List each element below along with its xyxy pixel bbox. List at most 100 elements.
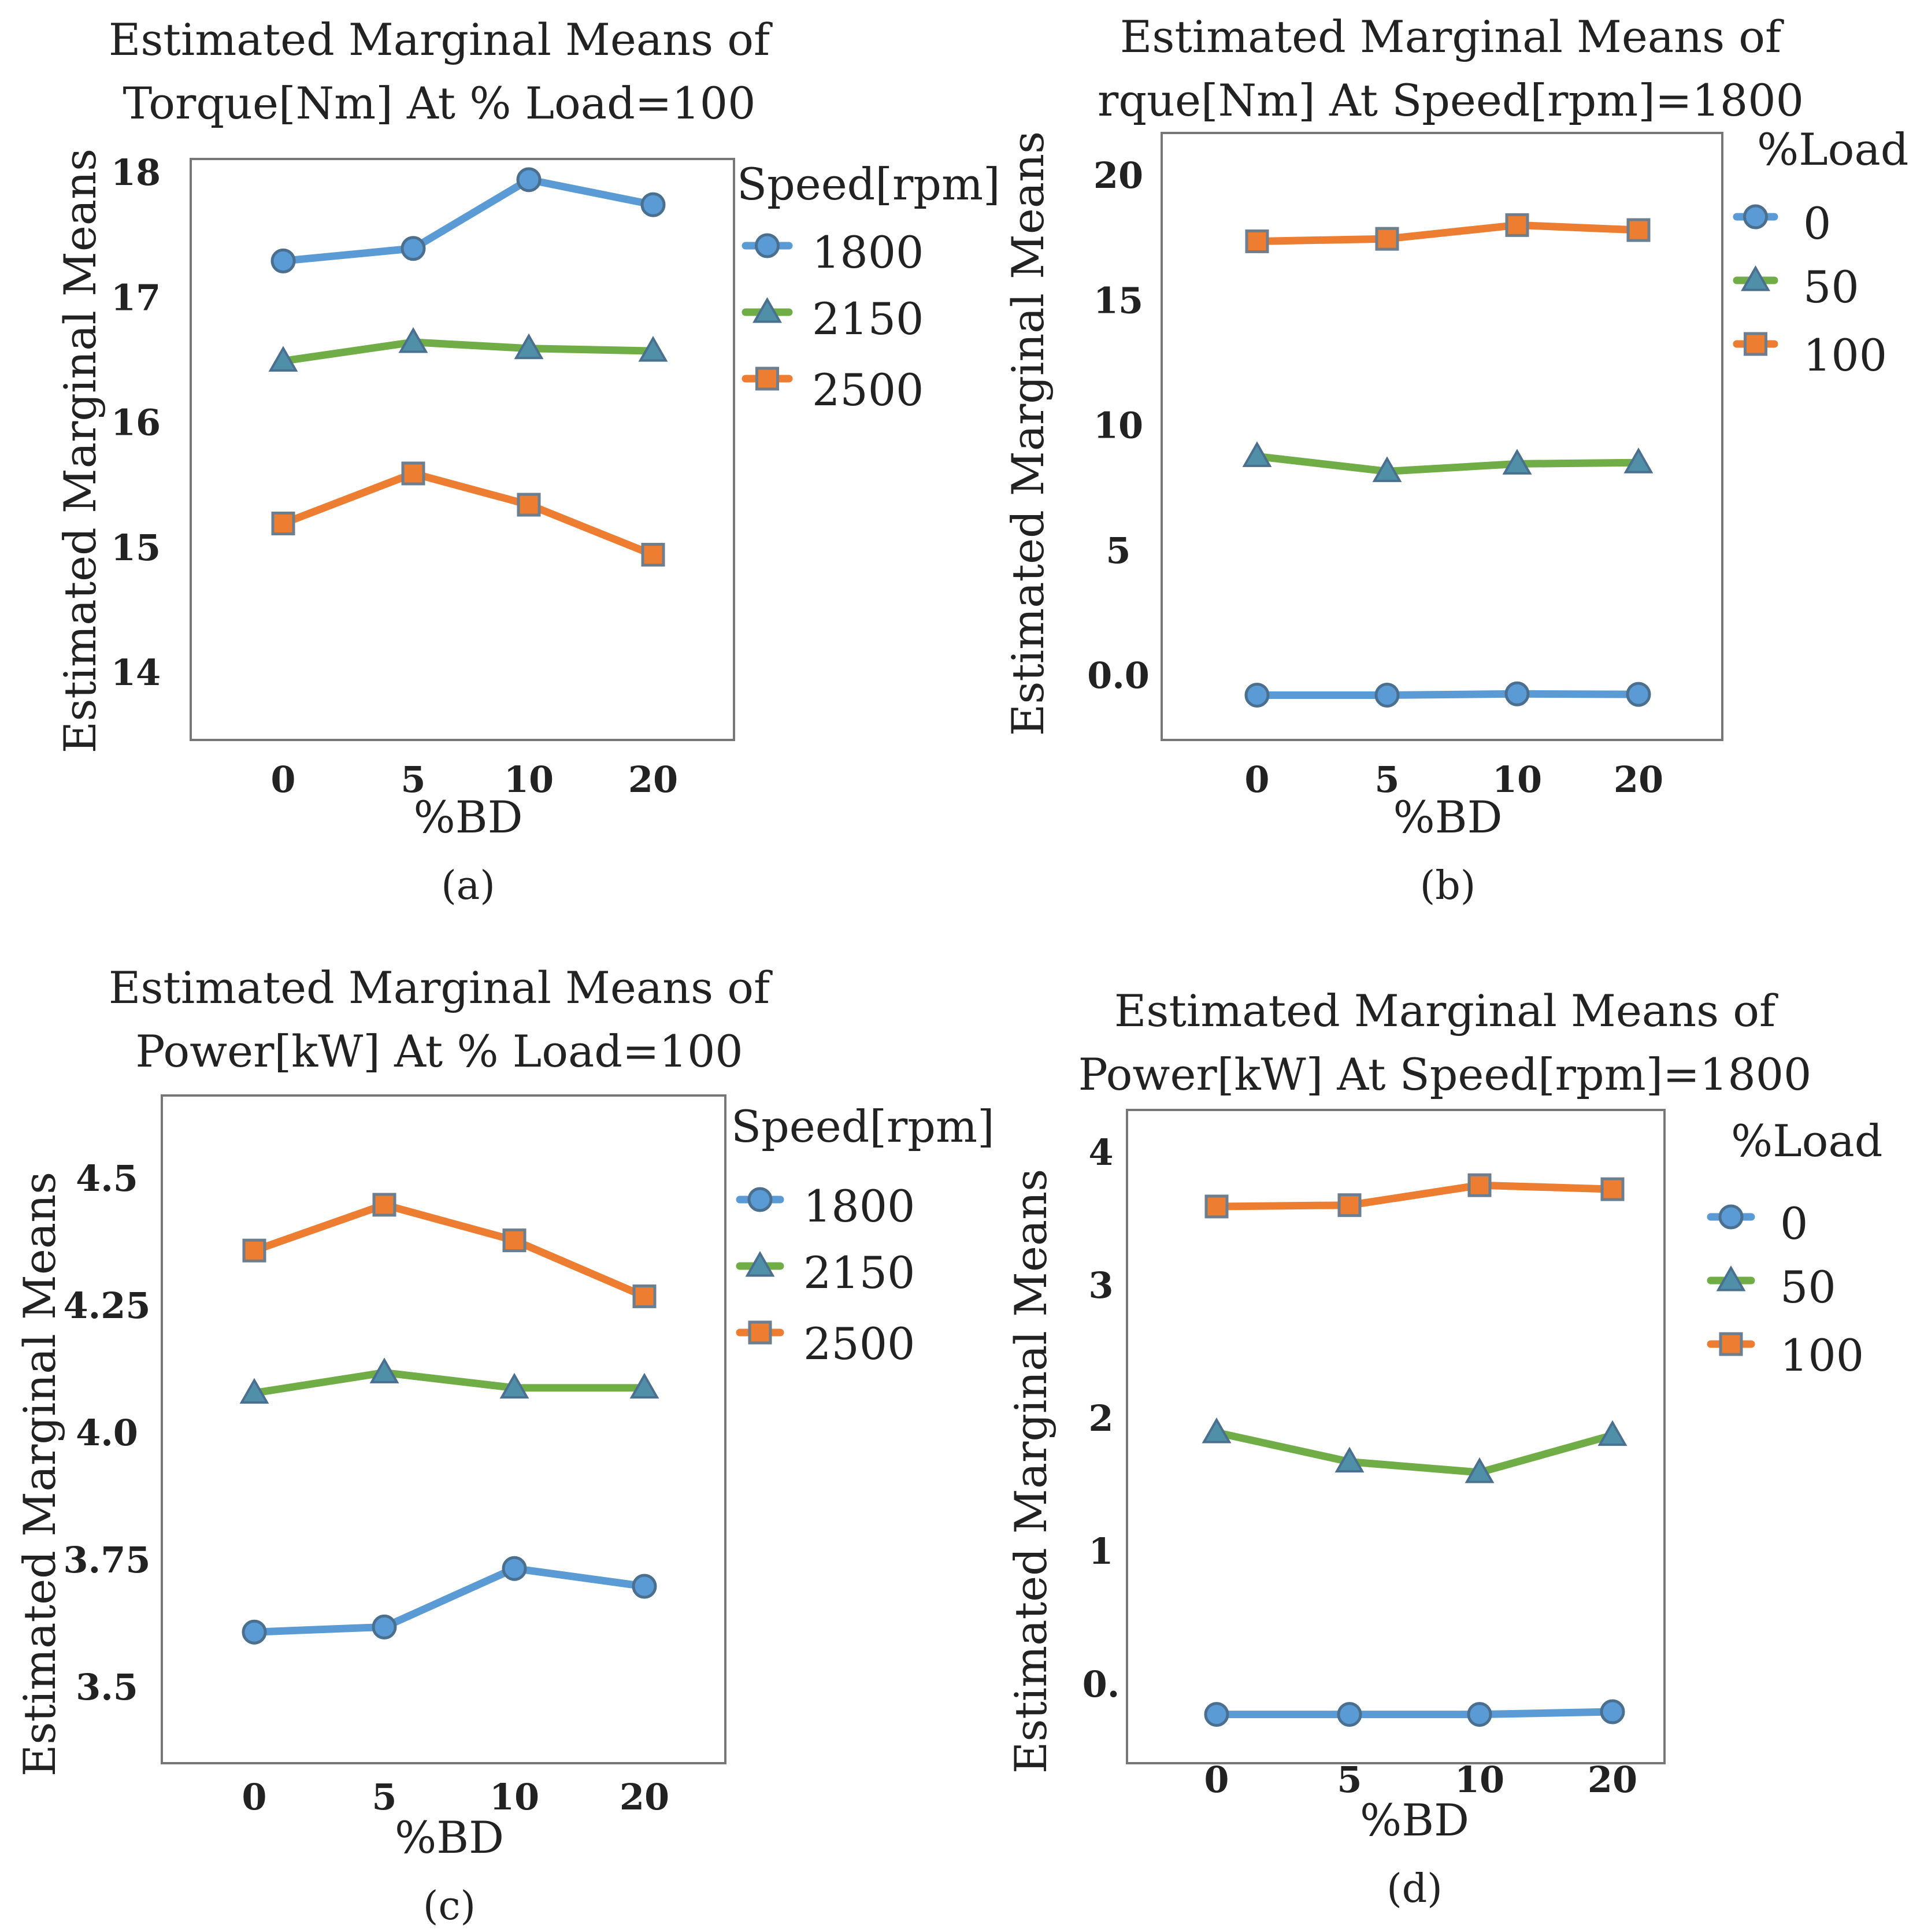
chart-title-line1: Estimated Marginal Means of [1120,11,1784,62]
data-point [1467,1173,1492,1197]
data-point [632,1574,657,1599]
data-point [1204,1702,1229,1727]
y-tick-label: 2 [1088,1397,1113,1439]
data-point [1202,1417,1232,1444]
data-point [514,333,544,360]
legend-title: %Load [1731,1115,1882,1167]
legend-swatch-marker [1716,1265,1746,1291]
legend-swatch-marker [752,297,782,323]
y-tick-label: 16 [111,402,161,444]
legend-label: 2500 [812,364,924,416]
y-tick-label: 1 [1088,1530,1113,1572]
legend-label: 1800 [812,227,924,278]
data-point [1374,682,1400,708]
legend-swatch-marker [755,367,779,391]
series-line [1213,1708,1617,1719]
x-tick-label: 5 [1337,1759,1362,1801]
chart-panel-4: Estimated Marginal Means of Power[kW] At … [1005,985,1882,1912]
data-point [270,248,296,273]
y-tick-label: 14 [111,652,161,694]
legend-swatch-marker [747,1187,773,1212]
series-line [1253,452,1643,475]
x-tick-label: 5 [372,1776,396,1818]
legend-swatch-marker [1718,1204,1744,1230]
data-point [502,1556,527,1581]
x-tick-label: 20 [1588,1759,1637,1801]
chart-title-line2: Power[kW] At % Load=100 [135,1026,743,1077]
data-point [1242,441,1272,467]
data-point [641,543,665,567]
data-point [401,236,426,261]
data-point [1375,227,1399,251]
x-axis-label: %BD [1393,791,1503,843]
legend-label: 50 [1780,1261,1836,1313]
chart-panel-2: Estimated Marginal Means of rque[Nm] At S… [1002,11,1908,909]
legend-swatch-marker [1744,332,1767,356]
data-point [239,1378,269,1404]
series-50 [1242,441,1654,482]
y-tick-label: 0.0 [1087,654,1150,697]
series-50 [1202,1417,1628,1483]
series-line [279,338,657,365]
data-point [1600,1177,1625,1201]
x-tick-label: 0 [242,1776,266,1818]
y-tick-label: 15 [1093,279,1143,321]
series-0 [1204,1699,1625,1727]
legend-label: 100 [1803,330,1887,381]
x-axis-label: %BD [1360,1794,1469,1846]
x-tick-label: 10 [490,1776,539,1818]
x-tick-label: 10 [504,758,554,801]
data-point [1502,449,1532,475]
data-point [1204,1194,1229,1219]
series-line [279,176,657,265]
legend-swatch-marker [755,233,780,258]
x-axis-label: %BD [414,791,523,843]
series-2500 [242,1193,657,1308]
data-point [1623,447,1654,473]
series-line [1213,1181,1617,1211]
data-point [1372,456,1402,482]
series-1800 [270,167,666,273]
x-tick-label: 5 [1374,758,1399,801]
data-point [1334,1446,1365,1473]
series-100 [1245,213,1651,253]
legend: %Load 0 50 100 [1707,1115,1882,1381]
x-tick-label: 20 [1614,758,1663,801]
legend-swatch-marker [1741,265,1770,291]
data-point [1626,682,1651,707]
y-tick-label: 4.5 [76,1157,138,1200]
y-tick-label: 4.25 [63,1285,150,1327]
data-point [271,512,295,535]
y-tick-label: 4.0 [76,1412,138,1454]
panel-caption: (a) [441,863,495,909]
data-point [499,1372,529,1399]
data-point [1337,1702,1362,1727]
chart-title-line1: Estimated Marginal Means of [109,14,773,65]
series-100 [1204,1173,1625,1219]
series-line [1253,221,1643,245]
chart-title-line2: rque[Nm] At Speed[rpm]=1800 [1098,75,1804,126]
chart-title-line1: Estimated Marginal Means of [1114,985,1778,1037]
y-tick-label: 10 [1093,405,1143,447]
x-tick-label: 10 [1492,758,1542,801]
data-point [372,1614,397,1639]
data-point [1465,1457,1495,1483]
y-tick-label: 20 [1093,154,1143,197]
series-line [1213,1428,1617,1476]
x-tick-label: 5 [401,758,425,801]
legend-swatch-marker [745,1250,775,1277]
data-point [369,1357,399,1383]
x-tick-label: 10 [1455,1759,1504,1801]
data-point [398,327,428,353]
series-2500 [271,461,665,567]
legend-label: 2150 [803,1247,915,1298]
data-point [401,461,425,486]
panel-caption: (d) [1387,1866,1443,1912]
plot-frame [161,1094,726,1764]
data-point [372,1193,396,1217]
x-tick-label: 0 [270,758,295,801]
y-tick-label: 17 [111,276,161,319]
y-tick-label: 15 [111,527,161,569]
data-point [1337,1193,1362,1217]
data-point [1504,681,1530,706]
